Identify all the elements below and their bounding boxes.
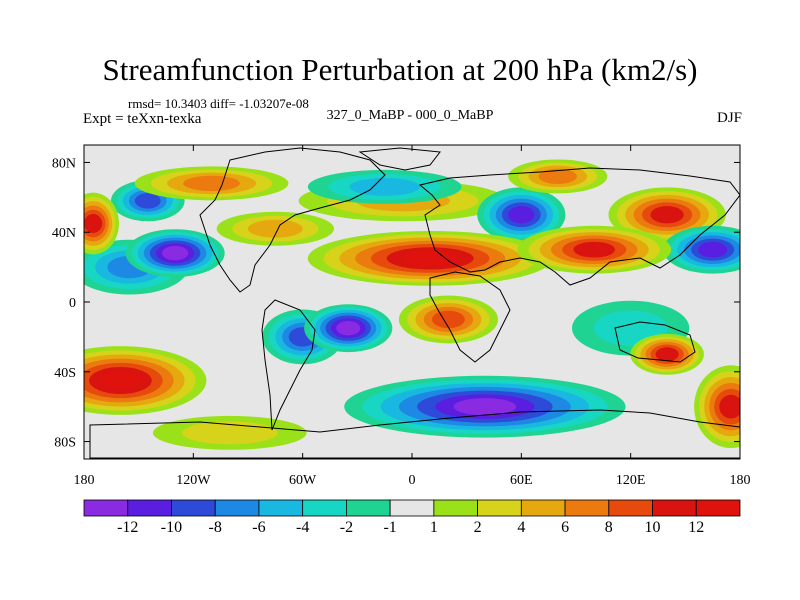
colorbar-label: -2 (340, 519, 353, 536)
colorbar-swatch (608, 499, 653, 517)
x-tick-label: 180 (74, 473, 95, 488)
colorbar-label: 10 (645, 519, 661, 536)
y-axis: 80N 40N 0 40S 80S (52, 156, 740, 451)
contour-blob (247, 219, 303, 238)
coastlines (89, 147, 740, 459)
contour-blob (698, 241, 728, 258)
contour-blob (538, 168, 577, 185)
colorbar-label: -1 (383, 519, 396, 536)
colorbar-label: -4 (296, 519, 309, 536)
contour-blob (719, 394, 740, 419)
colorbar-swatch (127, 499, 172, 517)
x-tick-label: 60E (510, 473, 533, 488)
contour-blob (655, 347, 679, 362)
x-axis: 180 120W 60W 0 60E 120E 180 (74, 145, 751, 488)
colorbar-label: 4 (517, 519, 525, 536)
contour-blob (432, 310, 465, 329)
colorbar-label: 8 (605, 519, 613, 536)
colorbar: -12 -10 -8 -6 -4 -2 -1 1 2 4 6 8 10 12 (83, 499, 741, 536)
x-tick-label: 120W (176, 473, 211, 488)
colorbar-label: -10 (161, 519, 182, 536)
contour-blob (349, 177, 420, 196)
contour-blob (182, 421, 278, 445)
colorbar-label: -6 (252, 519, 265, 536)
experiment-label: Expt = teXxn-texka (83, 111, 202, 127)
contour-blob (453, 398, 517, 416)
contour-blob (183, 175, 240, 192)
colorbar-swatch (214, 499, 260, 517)
x-tick-label: 120E (616, 473, 646, 488)
y-tick-label: 80N (52, 156, 76, 171)
colorbar-label: 6 (561, 519, 569, 536)
colorbar-swatch (83, 499, 129, 517)
colorbar-swatch (302, 499, 347, 517)
colorbar-swatch (695, 499, 741, 517)
contour-blob (573, 241, 616, 258)
contour-blob (508, 206, 535, 224)
x-tick-label: 180 (730, 473, 751, 488)
contour-blob (336, 320, 361, 336)
colorbar-swatch (564, 499, 610, 517)
colorbar-swatch (258, 499, 304, 517)
page-title: Streamfunction Perturbation at 200 hPa (… (102, 52, 698, 87)
contour-blob (402, 250, 458, 267)
y-tick-label: 80S (54, 436, 76, 451)
contour-blob (134, 193, 161, 209)
colorbar-label: 12 (688, 519, 704, 536)
contour-field (84, 159, 740, 450)
y-tick-label: 40N (52, 226, 76, 241)
stats-label: rmsd= 10.3403 diff= -1.03207e-08 (128, 96, 309, 111)
colorbar-swatch (520, 499, 566, 517)
colorbar-label: -8 (209, 519, 222, 536)
season-label: DJF (716, 110, 742, 126)
y-tick-label: 40S (54, 366, 76, 381)
x-tick-label: 0 (409, 473, 416, 488)
colorbar-swatch (433, 499, 479, 517)
x-tick-label: 60W (289, 473, 317, 488)
colorbar-label: 2 (474, 519, 482, 536)
contour-blob (100, 371, 141, 390)
contour-blob (84, 214, 103, 233)
colorbar-swatch (652, 499, 697, 517)
contour-blob (650, 206, 684, 224)
colorbar-label: 1 (430, 519, 438, 536)
y-tick-label: 0 (69, 296, 76, 311)
colorbar-swatch (171, 499, 216, 517)
difference-label: 327_0_MaBP - 000_0_MaBP (326, 108, 494, 123)
colorbar-swatch (477, 499, 522, 517)
contour-blob (162, 245, 189, 261)
colorbar-swatch (389, 499, 435, 517)
colorbar-swatch (345, 499, 391, 517)
colorbar-label: -12 (117, 519, 138, 536)
